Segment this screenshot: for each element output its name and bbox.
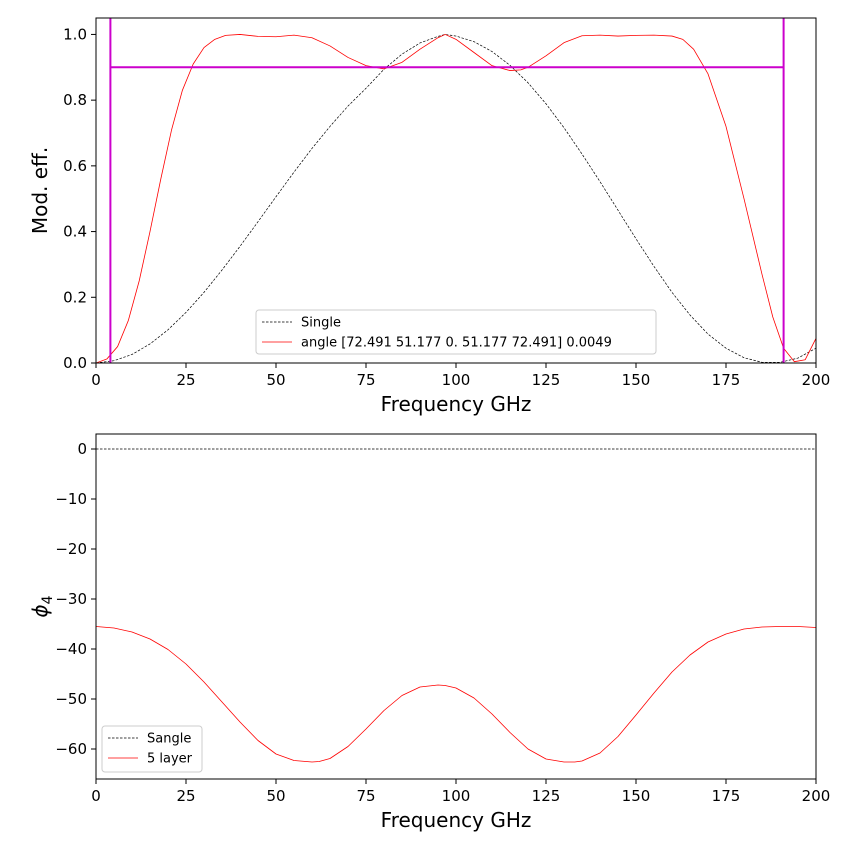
y-tick-label: 0 xyxy=(77,440,87,458)
top-subplot: 0 25 50 75 100 125 150 175 200 0.0 0.2 0.4 0.6 0.8 1.0… xyxy=(28,17,831,416)
x-tick-label: 50 xyxy=(266,787,285,805)
y-axis-label: Mod. eff. xyxy=(28,147,52,234)
x-tick-label: 175 xyxy=(712,787,741,805)
x-tick-label: 125 xyxy=(532,787,561,805)
y-tick-label: −60 xyxy=(55,740,87,758)
legend-box xyxy=(255,309,657,355)
y-tick-label: −50 xyxy=(55,690,87,708)
series-line-solid xyxy=(96,626,816,763)
x-tick-label: 75 xyxy=(356,371,375,389)
x-tick-label: 0 xyxy=(91,787,101,805)
y-tick-label: −30 xyxy=(55,590,87,608)
x-tick-label: 100 xyxy=(442,371,471,389)
y-axis-label: ϕ4 xyxy=(28,595,56,617)
x-tick-label: 150 xyxy=(622,371,651,389)
y-tick-label: −10 xyxy=(55,490,87,508)
series-line-solid xyxy=(96,34,816,363)
x-tick-label: 50 xyxy=(266,371,285,389)
y-tick-label: 0.4 xyxy=(63,223,87,241)
y-tick-label: 1.0 xyxy=(63,25,87,43)
x-tick-label: 25 xyxy=(176,787,195,805)
legend-box xyxy=(101,725,203,773)
plot-area xyxy=(96,18,816,363)
x-tick-label: 175 xyxy=(712,371,741,389)
y-tick-label: 0.8 xyxy=(63,91,87,109)
legend-label: 5 layer xyxy=(147,752,193,767)
y-axis-label-symbol: ϕ xyxy=(28,604,52,617)
x-tick-label: 75 xyxy=(356,787,375,805)
x-tick-label: 150 xyxy=(622,787,651,805)
legend: Sangle 5 layer xyxy=(101,725,203,773)
series-line-dashed xyxy=(96,34,816,363)
x-tick-label: 200 xyxy=(802,371,831,389)
plot-area xyxy=(96,448,816,763)
y-tick-label: −20 xyxy=(55,540,87,558)
y-tick-label: −40 xyxy=(55,640,87,658)
x-tick-label: 200 xyxy=(802,787,831,805)
bottom-subplot: 0 25 50 75 100 125 150 175 200 0 −10 −20 −30 −40 −50 −6… xyxy=(28,433,831,832)
x-tick-label: 0 xyxy=(91,371,101,389)
legend-label: angle [72.491 51.177 0. 51.177 72.491] 0… xyxy=(301,336,612,351)
axes-frame xyxy=(95,433,817,780)
x-axis-label: Frequency GHz xyxy=(381,392,532,416)
legend: Single angle [72.491 51.177 0. 51.177 72.… xyxy=(255,309,657,355)
legend-label: Sangle xyxy=(147,732,191,747)
legend-label: Single xyxy=(301,316,341,331)
x-tick-label: 25 xyxy=(176,371,195,389)
x-tick-label: 100 xyxy=(442,787,471,805)
y-tick-label: 0.6 xyxy=(63,157,87,175)
y-tick-label: 0.0 xyxy=(63,354,87,372)
x-tick-label: 125 xyxy=(532,371,561,389)
y-tick-label: 0.2 xyxy=(63,288,87,306)
y-axis-label-subscript: 4 xyxy=(40,595,56,604)
x-axis-label: Frequency GHz xyxy=(381,808,532,832)
